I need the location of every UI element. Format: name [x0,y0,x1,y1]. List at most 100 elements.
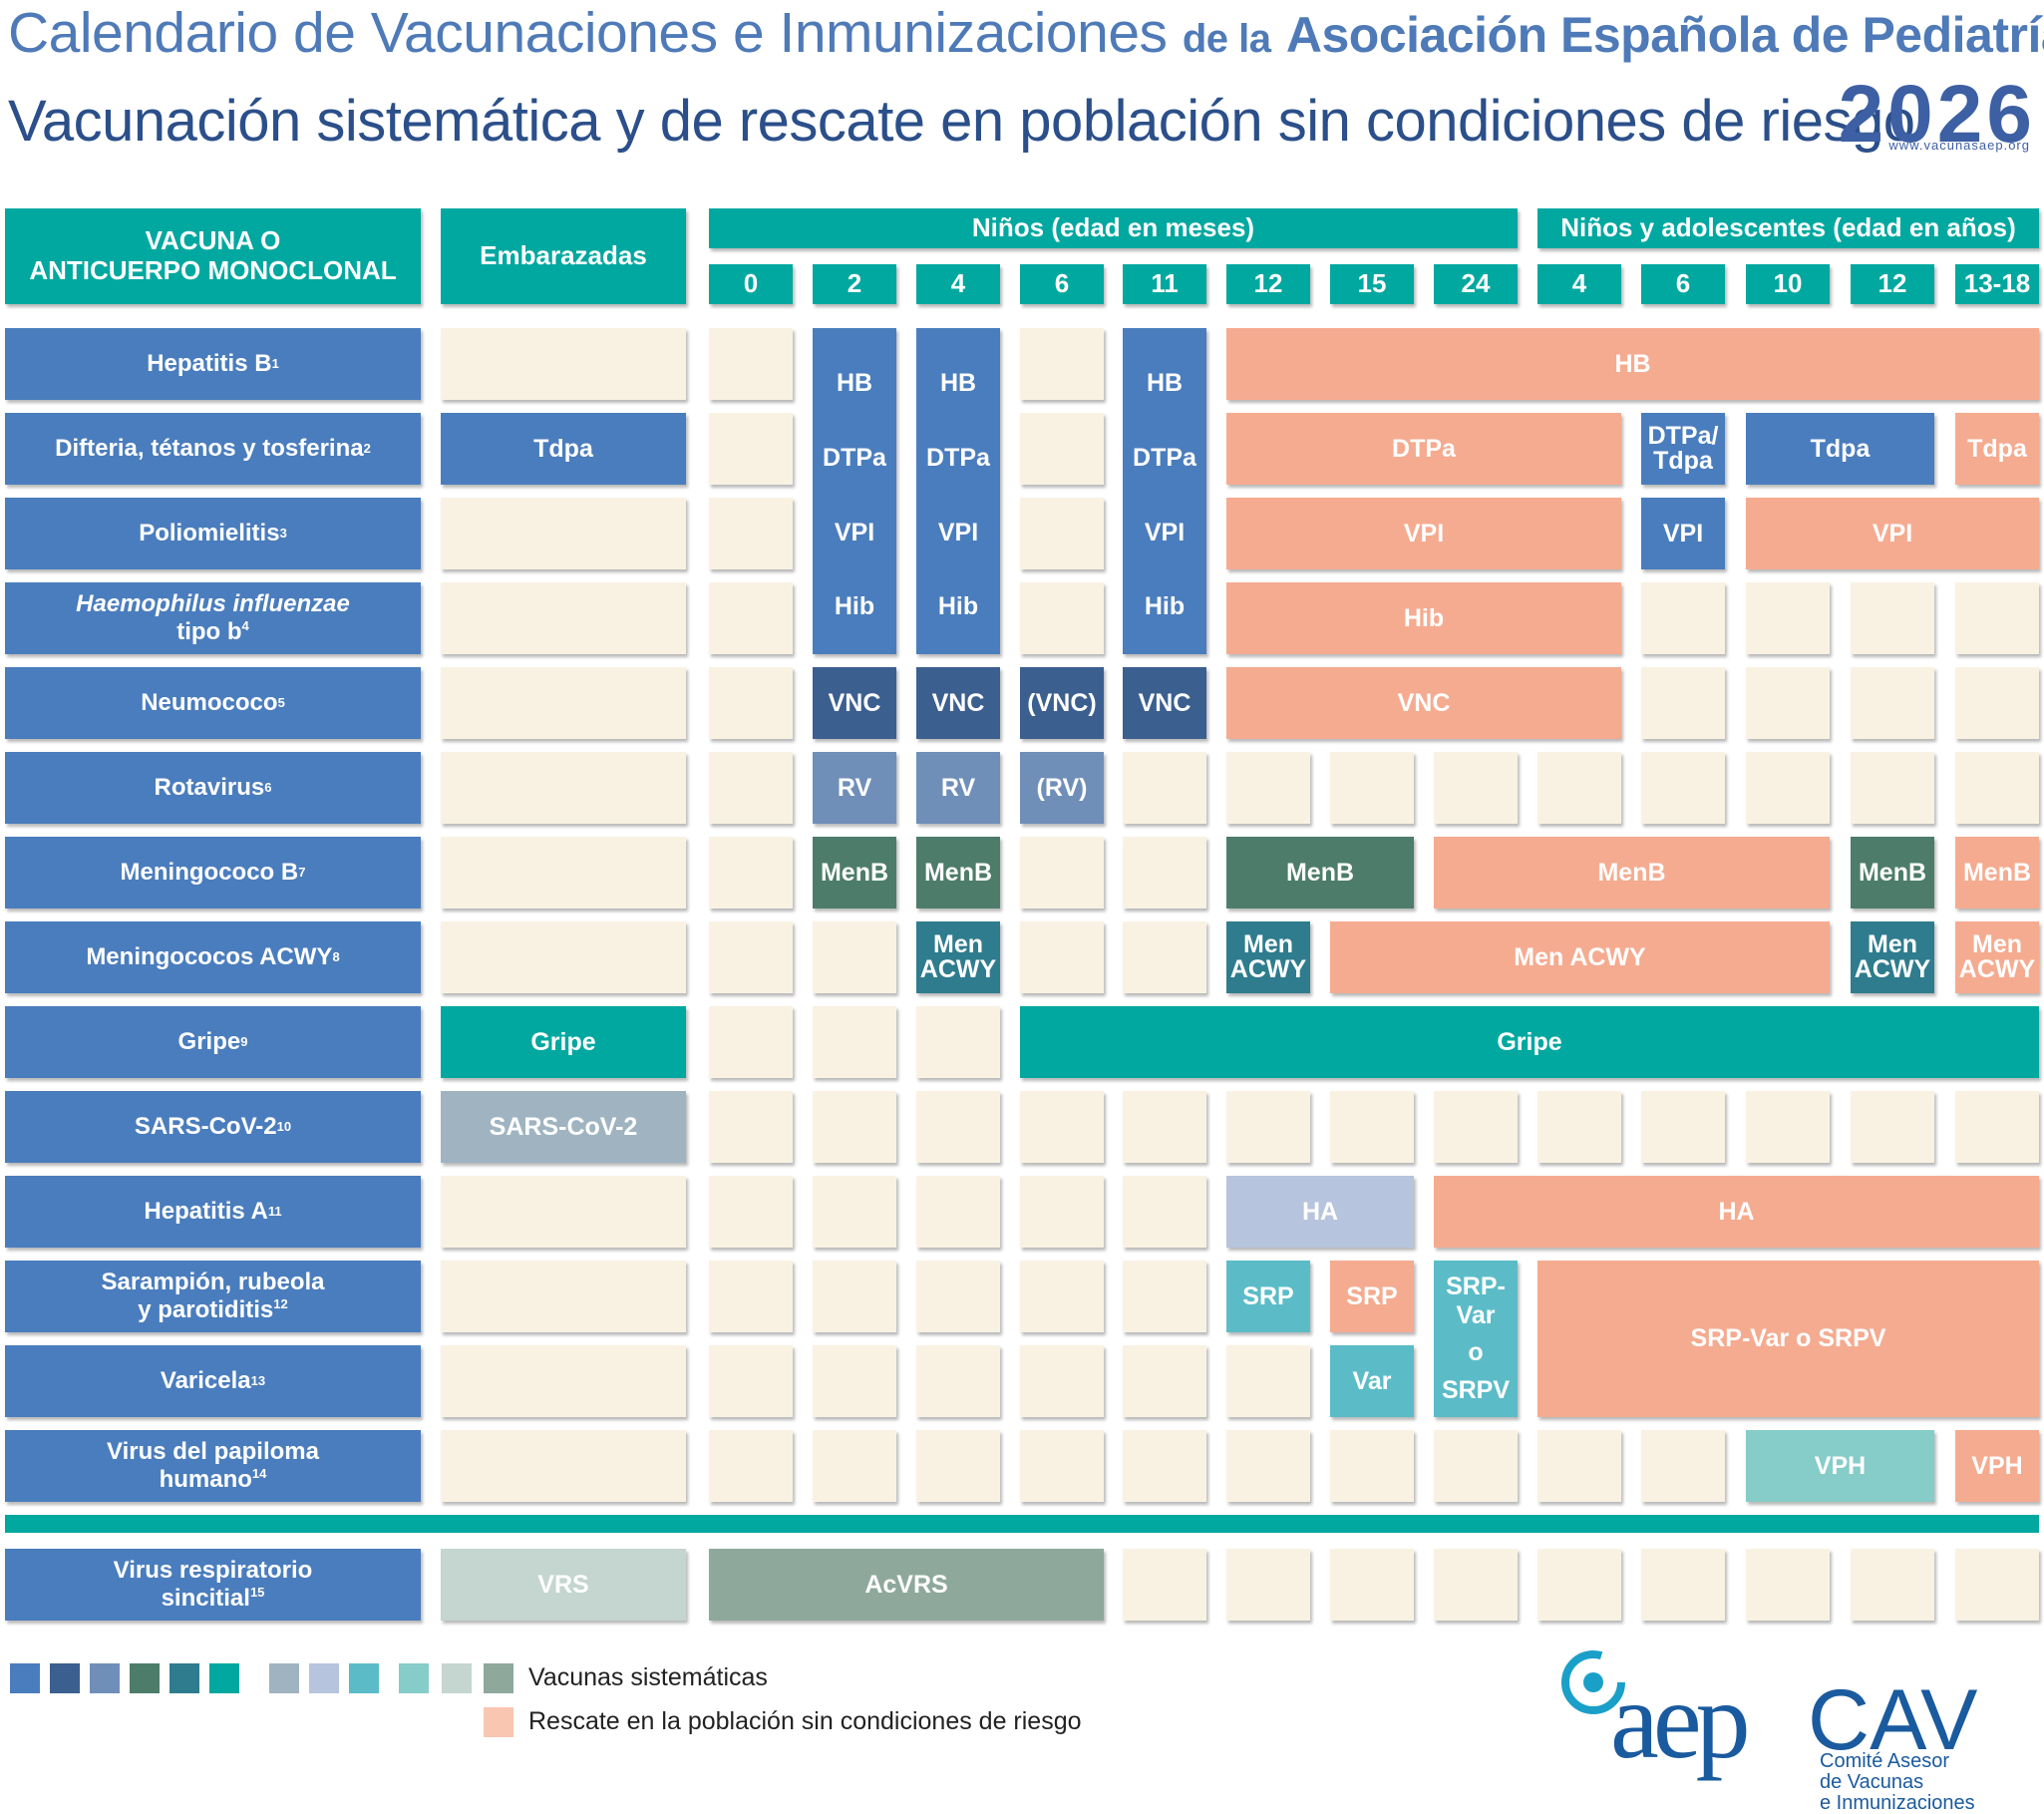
empty-cell [1123,1176,1206,1248]
empty-cell [441,1176,686,1248]
cell-vnc-11m: VNC [1123,667,1206,739]
title-part1: Calendario de Vacunaciones e Inmunizacio… [8,1,1168,65]
empty-cell [1020,837,1104,908]
empty-cell [1434,1549,1518,1621]
empty-cell [1955,752,2039,824]
empty-cell [813,921,896,993]
empty-cell [1955,1091,2039,1163]
empty-cell [1537,1430,1621,1502]
cell-ha-12-15m: HA [1226,1176,1414,1248]
cell-rv-6m: (RV) [1020,752,1104,824]
logo-aep-text: aep [1610,1659,1751,1781]
header-vaccine-line1: VACUNA O [145,225,281,256]
empty-cell [709,1261,793,1332]
cell-gripe-children: Gripe [1020,1006,2039,1078]
empty-cell [1020,582,1104,654]
legend-swatch [90,1663,120,1693]
cell-menacwy-rescue: Men ACWY [1330,921,1830,993]
empty-cell [441,498,686,569]
empty-cell [709,1430,793,1502]
row-label-hib: Haemophilus influenzae tipo b4 [5,582,421,654]
cell-tdpa-10-12y: Tdpa [1746,413,1934,485]
empty-cell [441,582,686,654]
empty-cell [1641,1430,1725,1502]
empty-cell [1851,1091,1934,1163]
header-months-group: Niños (edad en meses) [709,208,1518,248]
row-label-rotavirus: Rotavirus 6 [5,752,421,824]
section-separator [5,1515,2039,1533]
hexavalent-bar-2m: HB DTPa VPI Hib [813,328,896,654]
empty-cell [813,1261,896,1332]
empty-cell [1020,498,1104,569]
row-label-dtp: Difteria, tétanos y tosferina 2 [5,413,421,485]
empty-cell [1641,667,1725,739]
age-header: 4 [916,264,1000,304]
empty-cell [1537,752,1621,824]
header-vaccine-line2: ANTICUERPO MONOCLONAL [29,255,397,285]
empty-cell [916,1261,1000,1332]
empty-cell [1851,752,1934,824]
empty-cell [1020,1176,1104,1248]
empty-cell [1851,667,1934,739]
empty-cell [1123,837,1206,908]
header-pregnant-col: Embarazadas [441,208,686,304]
empty-cell [441,667,686,739]
cell-vpi-rescue: VPI [1226,498,1621,569]
website-url: www.vacunasaep.org [1888,138,2030,153]
cell-dtpa-rescue: DTPa [1226,413,1621,485]
empty-cell [1226,1430,1310,1502]
age-header: 11 [1123,264,1206,304]
age-header: 24 [1434,264,1518,304]
cell-vrs-pregnant: VRS [441,1549,686,1621]
empty-cell [441,921,686,993]
cell-ha-rescue: HA [1434,1176,2039,1248]
empty-cell [441,837,686,908]
empty-cell [1537,1549,1621,1621]
cell-srpvar-rescue: SRP-Var o SRPV [1537,1261,2039,1417]
empty-cell [1330,1549,1414,1621]
empty-cell [441,1261,686,1332]
empty-cell [1746,1091,1830,1163]
cell-menacwy-12y: Men ACWY [1851,921,1934,993]
empty-cell [1020,1261,1104,1332]
age-header: 12 [1851,264,1934,304]
empty-cell [916,1091,1000,1163]
cell-vph-10-12y: VPH [1746,1430,1934,1502]
empty-cell [709,328,793,400]
empty-cell [813,1345,896,1417]
empty-cell [1851,1549,1934,1621]
legend-swatch [309,1663,339,1693]
empty-cell [916,1345,1000,1417]
empty-cell [916,1006,1000,1078]
row-label-hepatitis-a: Hepatitis A 11 [5,1176,421,1248]
legend-swatch [50,1663,80,1693]
empty-cell [1123,1345,1206,1417]
age-header: 4 [1537,264,1621,304]
cell-tdpa-rescue: Tdpa [1955,413,2039,485]
empty-cell [1123,921,1206,993]
empty-cell [1955,667,2039,739]
hexavalent-bar-4m: HB DTPa VPI Hib [916,328,1000,654]
age-header: 2 [813,264,896,304]
cell-menacwy-4m: Men ACWY [916,921,1000,993]
cell-vph-rescue: VPH [1955,1430,2039,1502]
legend-swatch [10,1663,40,1693]
legend-swatch [484,1663,513,1693]
empty-cell [709,667,793,739]
cell-hb-rescue: HB [1226,328,2039,400]
cell-menacwy-rescue-teen: Men ACWY [1955,921,2039,993]
page-subtitle: Vacunación sistemática y de rescate en p… [8,89,1915,154]
empty-cell [709,1091,793,1163]
empty-cell [441,1430,686,1502]
year-label: 2026 [1838,69,2036,160]
row-label-sars: SARS-CoV-2 10 [5,1091,421,1163]
empty-cell [709,498,793,569]
empty-cell [709,837,793,908]
empty-cell [1020,328,1104,400]
empty-cell [1330,1430,1414,1502]
empty-cell [709,1006,793,1078]
empty-cell [709,921,793,993]
empty-cell [1226,1091,1310,1163]
cell-var-15m: Var [1330,1345,1414,1417]
